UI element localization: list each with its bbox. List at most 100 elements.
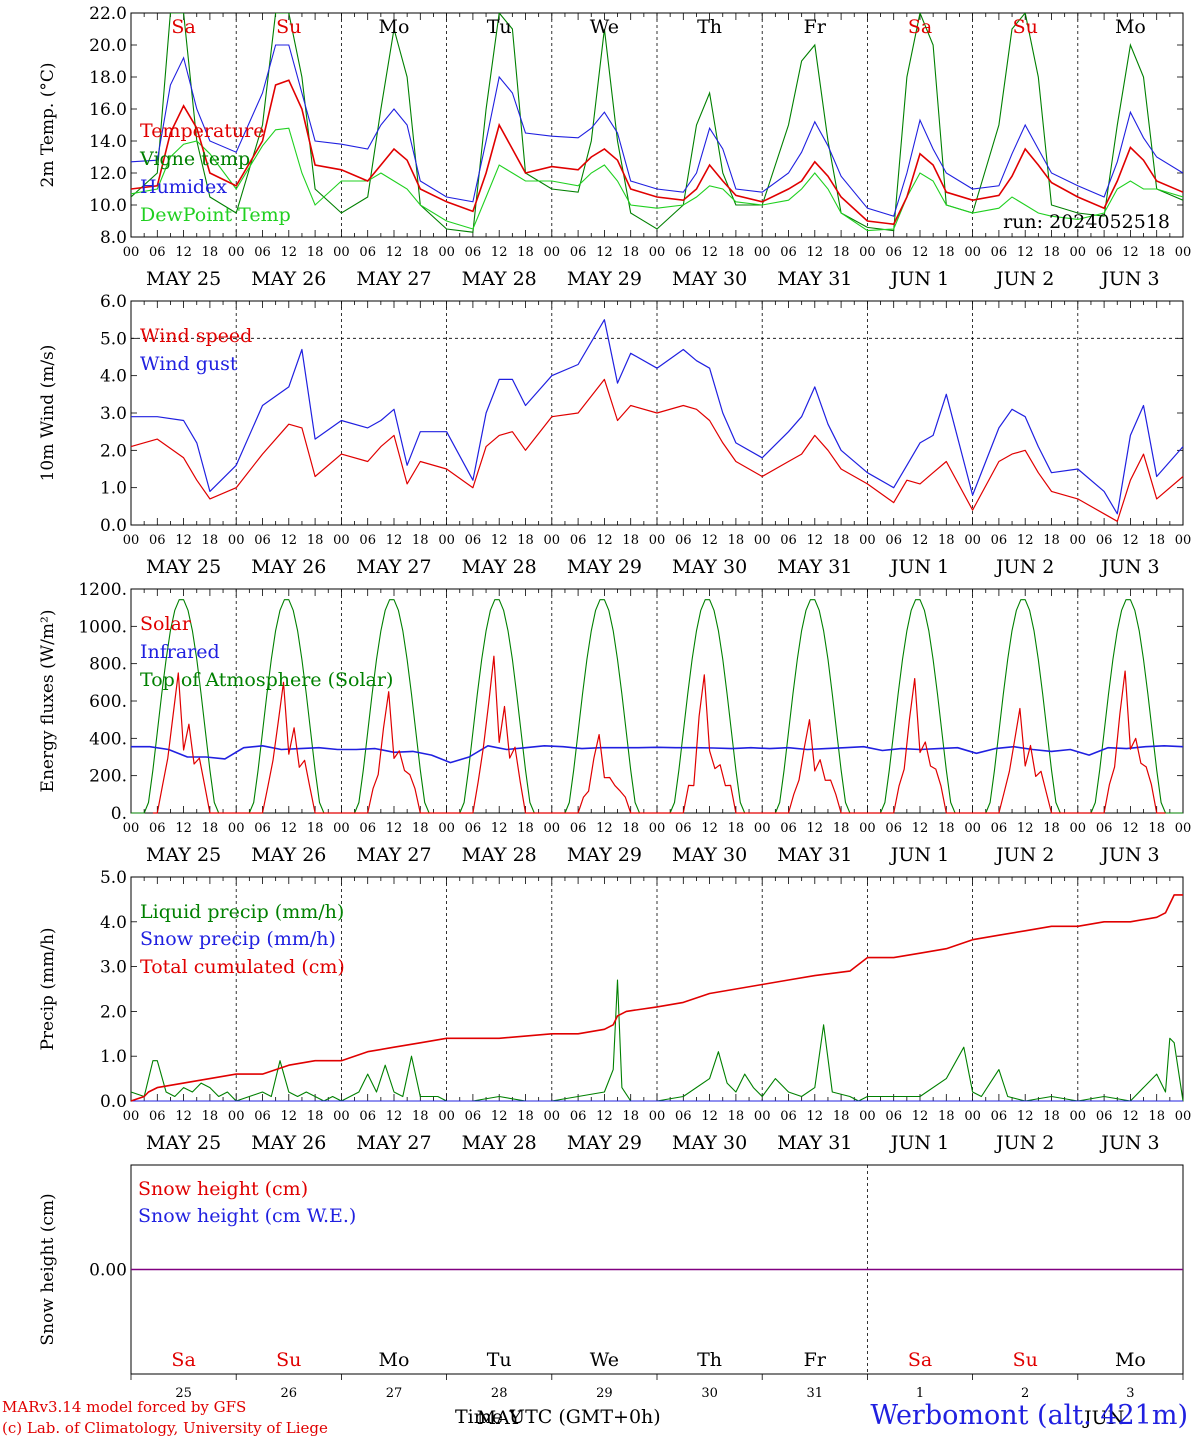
hour-tick-label: 00 (964, 533, 981, 548)
legend-entry: DewPoint Temp (140, 204, 291, 226)
hour-tick-label: 18 (938, 245, 955, 260)
day-number-label: 29 (596, 1386, 613, 1401)
month-label: MAY (477, 1407, 522, 1429)
hour-tick-label: 06 (675, 1109, 692, 1124)
date-label: MAY 31 (777, 1132, 852, 1154)
hour-tick-label: 00 (754, 821, 771, 836)
date-label: MAY 25 (146, 268, 221, 290)
legend-entry: Wind gust (140, 353, 238, 375)
hour-tick-label: 06 (991, 821, 1008, 836)
weekday-label: Mo (379, 16, 410, 38)
hour-tick-label: 06 (465, 1109, 482, 1124)
hour-tick-label: 12 (596, 1109, 613, 1124)
panel-3-frame (130, 588, 1184, 814)
y-tick-label: 2.0 (100, 441, 127, 461)
hour-tick-label: 06 (570, 821, 587, 836)
hour-tick-label: 00 (333, 1109, 350, 1124)
hour-tick-label: 12 (491, 245, 508, 260)
hour-tick-label: 12 (175, 245, 192, 260)
weekday-label: Sa (908, 16, 932, 38)
weekday-label: Sa (171, 16, 195, 38)
hour-tick-label: 12 (491, 533, 508, 548)
hour-tick-label: 12 (701, 1109, 718, 1124)
date-label: JUN 2 (994, 844, 1054, 866)
hour-tick-label: 12 (1017, 821, 1034, 836)
y-tick-label: 1.0 (100, 1047, 127, 1067)
hour-tick-label: 18 (1043, 821, 1060, 836)
date-label: MAY 26 (251, 268, 326, 290)
hour-tick-label: 18 (1148, 533, 1165, 548)
hour-tick-label: 18 (1148, 1109, 1165, 1124)
date-label: JUN 2 (994, 268, 1054, 290)
hour-tick-label: 18 (412, 533, 429, 548)
hour-tick-label: 12 (596, 533, 613, 548)
hour-tick-label: 18 (202, 1109, 219, 1124)
weekday-label: Su (276, 1349, 301, 1371)
y-tick-label: 5.0 (100, 868, 127, 888)
day-number-label: 3 (1126, 1386, 1134, 1401)
y-tick-label: 1000. (78, 617, 127, 637)
legend-entry: Liquid precip (mm/h) (140, 901, 344, 923)
hour-tick-label: 06 (570, 1109, 587, 1124)
hour-tick-label: 18 (1043, 245, 1060, 260)
hour-tick-label: 00 (649, 533, 666, 548)
hour-tick-label: 12 (807, 533, 824, 548)
date-label: MAY 27 (356, 268, 431, 290)
lab-credit: (c) Lab. of Climatology, University of L… (2, 1419, 328, 1437)
series-line-solar (152, 655, 1166, 814)
hour-tick-label: 00 (1070, 245, 1087, 260)
hour-tick-label: 12 (281, 1109, 298, 1124)
date-label: MAY 31 (777, 844, 852, 866)
hour-tick-label: 18 (833, 245, 850, 260)
hour-tick-label: 00 (859, 533, 876, 548)
hour-tick-label: 00 (754, 533, 771, 548)
hour-tick-label: 12 (596, 821, 613, 836)
date-label: MAY 27 (356, 556, 431, 578)
hour-tick-label: 06 (1096, 533, 1113, 548)
hour-tick-label: 06 (254, 533, 271, 548)
legend-entry: Infrared (140, 641, 220, 663)
y-axis-label: 10m Wind (m/s) (38, 345, 58, 482)
hour-tick-label: 00 (228, 245, 245, 260)
hour-tick-label: 06 (149, 533, 166, 548)
legend-entry: Solar (140, 613, 192, 635)
hour-tick-label: 12 (596, 245, 613, 260)
hour-tick-label: 12 (175, 821, 192, 836)
hour-tick-label: 12 (1122, 821, 1139, 836)
hour-tick-label: 00 (964, 1109, 981, 1124)
hour-tick-label: 06 (885, 821, 902, 836)
date-label: MAY 25 (146, 1132, 221, 1154)
hour-tick-label: 06 (254, 245, 271, 260)
date-label: MAY 28 (462, 556, 537, 578)
y-tick-label: 0.0 (100, 1092, 127, 1112)
legend-entry: Humidex (140, 176, 227, 198)
legend-entry: Temperature (140, 120, 264, 142)
hour-tick-label: 00 (649, 245, 666, 260)
hour-tick-label: 06 (991, 533, 1008, 548)
y-tick-label: 10.0 (89, 196, 127, 216)
date-label: MAY 25 (146, 844, 221, 866)
hour-tick-label: 12 (701, 821, 718, 836)
hour-tick-label: 06 (675, 821, 692, 836)
legend-entry: Snow height (cm W.E.) (138, 1205, 356, 1227)
hour-tick-label: 00 (1175, 245, 1192, 260)
hour-tick-label: 00 (228, 1109, 245, 1124)
hour-tick-label: 12 (1017, 533, 1034, 548)
hour-tick-label: 00 (859, 245, 876, 260)
y-tick-label: 16.0 (89, 100, 127, 120)
hour-tick-label: 06 (991, 1109, 1008, 1124)
hour-tick-label: 12 (701, 245, 718, 260)
hour-tick-label: 12 (281, 821, 298, 836)
hour-tick-label: 12 (1122, 533, 1139, 548)
hour-tick-label: 00 (333, 245, 350, 260)
weekday-label: We (590, 1349, 619, 1371)
hour-tick-label: 06 (885, 533, 902, 548)
date-label: MAY 28 (462, 844, 537, 866)
hour-tick-label: 18 (728, 1109, 745, 1124)
hour-tick-label: 06 (570, 533, 587, 548)
date-label: MAY 25 (146, 556, 221, 578)
weekday-label: Mo (379, 1349, 410, 1371)
date-label: MAY 29 (567, 1132, 642, 1154)
legend-entry: Vigne temp (139, 148, 250, 170)
series-line-wind-gust (131, 319, 1184, 515)
